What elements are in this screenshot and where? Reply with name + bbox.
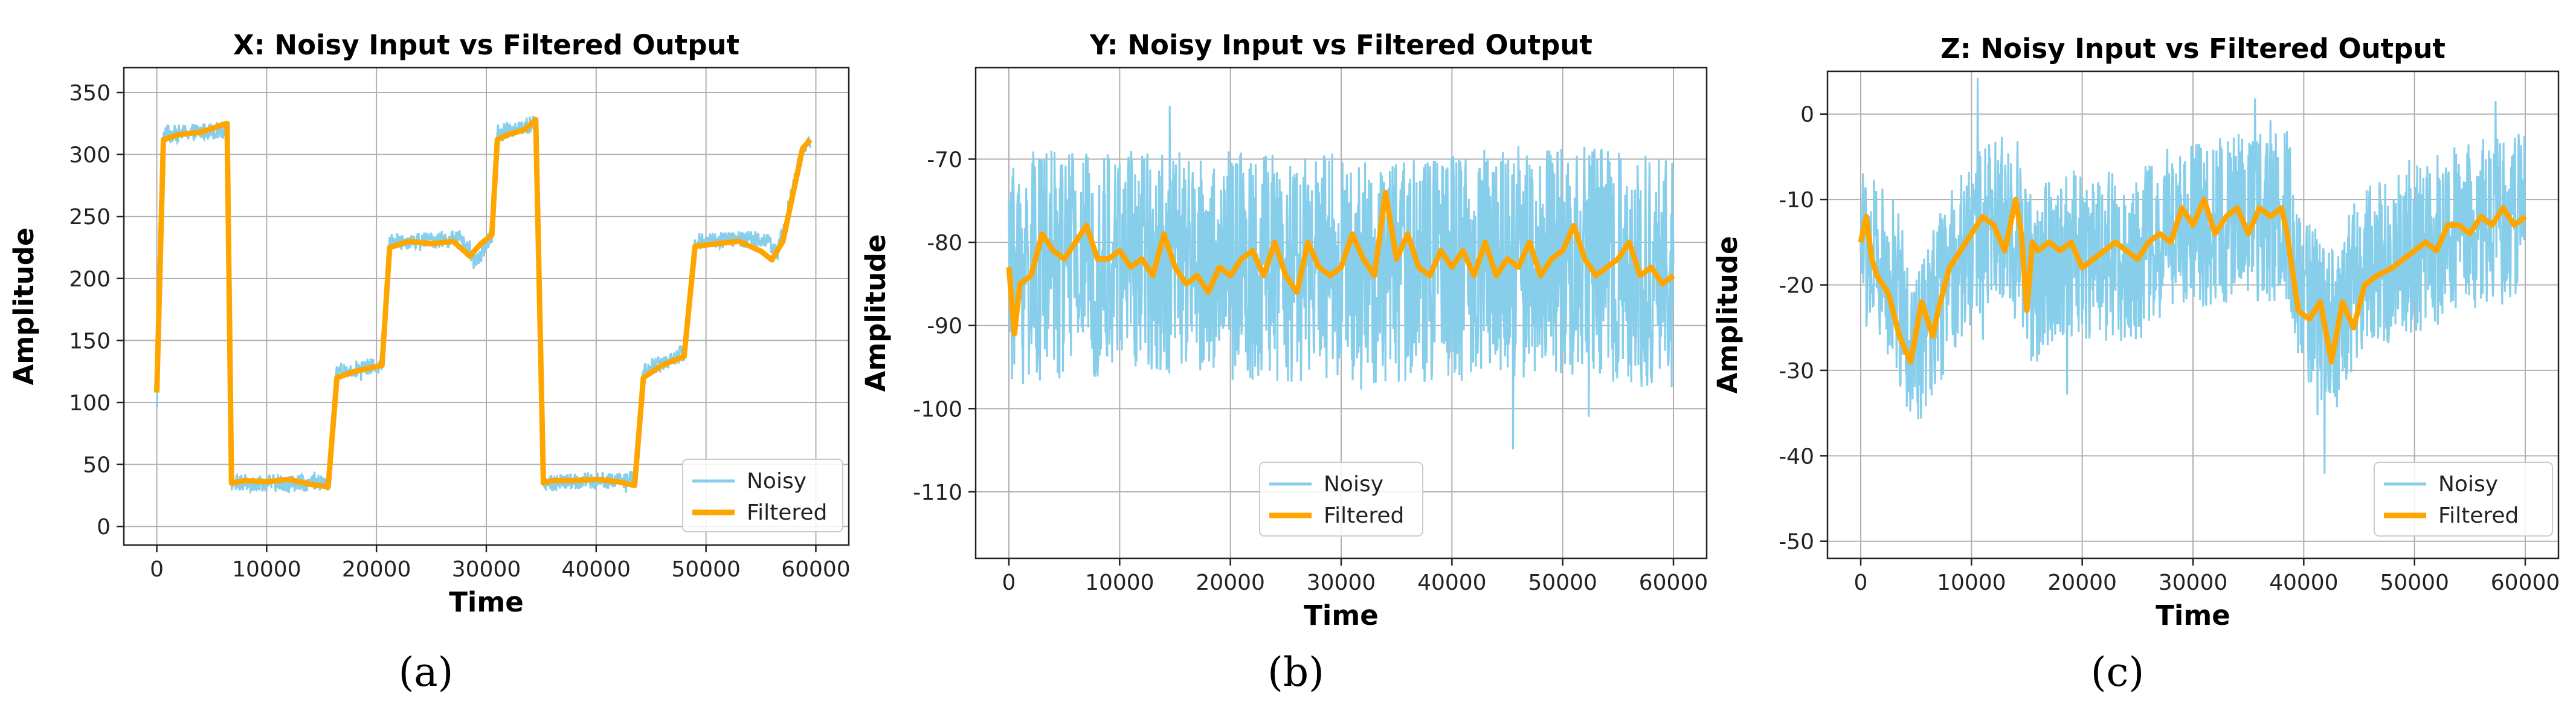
x-tick-label: 60000 bbox=[781, 557, 851, 582]
x-tick-label: 10000 bbox=[1937, 570, 2006, 595]
x-tick-label: 10000 bbox=[232, 557, 301, 582]
x-tick-label: 0 bbox=[1002, 570, 1016, 595]
x-tick-label: 0 bbox=[1854, 570, 1868, 595]
subfigure-caption: (b) bbox=[1267, 649, 1324, 695]
y-tick-label: 250 bbox=[69, 205, 111, 230]
series-noisy-line bbox=[155, 115, 811, 495]
subfigure-caption: (c) bbox=[2091, 649, 2144, 695]
x-tick-label: 30000 bbox=[2159, 570, 2228, 595]
y-tick-label: 350 bbox=[69, 81, 111, 106]
y-tick-label: -100 bbox=[913, 397, 962, 422]
y-tick-label: 0 bbox=[1800, 103, 1814, 127]
x-tick-label: 50000 bbox=[2380, 570, 2449, 595]
y-axis-label: Amplitude bbox=[1711, 236, 1744, 393]
x-tick-label: 50000 bbox=[671, 557, 741, 582]
chart-title: X: Noisy Input vs Filtered Output bbox=[233, 29, 739, 61]
x-tick-label: 50000 bbox=[1528, 570, 1597, 595]
y-tick-label: -30 bbox=[1779, 359, 1814, 384]
x-tick-label: 40000 bbox=[2269, 570, 2339, 595]
series-filtered-line bbox=[154, 117, 813, 490]
x-tick-label: 0 bbox=[150, 557, 164, 582]
legend-label-noisy: Noisy bbox=[747, 469, 807, 494]
x-tick-label: 40000 bbox=[562, 557, 631, 582]
y-tick-label: 300 bbox=[69, 143, 111, 168]
y-tick-label: -70 bbox=[927, 147, 962, 172]
x-tick-label: 20000 bbox=[342, 557, 411, 582]
x-tick-label: 40000 bbox=[1417, 570, 1487, 595]
y-tick-label: -40 bbox=[1779, 444, 1814, 469]
y-axis-label: Amplitude bbox=[8, 227, 40, 385]
chart-panel-3: 0 10000 20000 30000 40000 50000 60000 -50 -40 -30… bbox=[1711, 33, 2560, 695]
y-tick-label: -20 bbox=[1779, 274, 1814, 299]
plot-area bbox=[154, 115, 813, 495]
y-tick-label: -80 bbox=[927, 231, 962, 256]
y-axis-label: Amplitude bbox=[860, 234, 892, 392]
chart-title: Z: Noisy Input vs Filtered Output bbox=[1940, 33, 2446, 65]
plot-area bbox=[1858, 77, 2527, 474]
y-tick-label: 200 bbox=[69, 267, 111, 292]
x-axis-label: Time bbox=[2156, 599, 2230, 631]
y-tick-label: -90 bbox=[927, 314, 962, 339]
subfigure-caption: (a) bbox=[399, 649, 454, 695]
x-axis-label: Time bbox=[1304, 599, 1379, 631]
y-tick-label: -10 bbox=[1779, 188, 1814, 213]
legend-label-noisy: Noisy bbox=[1324, 472, 1383, 497]
chart-title: Y: Noisy Input vs Filtered Output bbox=[1089, 29, 1592, 61]
legend-label-filtered: Filtered bbox=[1324, 503, 1404, 528]
series-noisy-line bbox=[1008, 106, 1675, 450]
plot-area bbox=[1006, 106, 1675, 450]
chart-panel-1: 0 10000 20000 30000 40000 50000 60000 0 50 100 150… bbox=[8, 29, 851, 695]
legend: Noisy Filtered bbox=[2374, 462, 2553, 537]
x-tick-label: 10000 bbox=[1085, 570, 1154, 595]
y-tick-label: 50 bbox=[83, 453, 111, 478]
x-tick-label: 20000 bbox=[1196, 570, 1265, 595]
x-axis-label: Time bbox=[449, 586, 524, 618]
x-tick-label: 30000 bbox=[1307, 570, 1376, 595]
y-tick-label: -110 bbox=[913, 480, 962, 505]
y-tick-label: 0 bbox=[97, 515, 111, 540]
y-tick-label: 150 bbox=[69, 329, 111, 353]
x-tick-label: 60000 bbox=[1639, 570, 1708, 595]
series-filtered-line bbox=[1006, 189, 1675, 337]
legend-label-filtered: Filtered bbox=[747, 500, 827, 525]
legend-label-filtered: Filtered bbox=[2438, 503, 2519, 528]
series-filtered-line bbox=[1858, 196, 2527, 365]
x-tick-label: 20000 bbox=[2047, 570, 2117, 595]
y-tick-label: -50 bbox=[1779, 530, 1814, 555]
legend: Noisy Filtered bbox=[682, 459, 843, 532]
legend: Noisy Filtered bbox=[1259, 462, 1423, 537]
x-tick-label: 60000 bbox=[2491, 570, 2560, 595]
y-tick-label: 100 bbox=[69, 391, 111, 416]
legend-label-noisy: Noisy bbox=[2438, 472, 2498, 497]
x-tick-label: 30000 bbox=[452, 557, 521, 582]
chart-panel-2: 0 10000 20000 30000 40000 50000 60000 -110 -100 -… bbox=[860, 29, 1708, 695]
series-noisy-line bbox=[1860, 77, 2526, 474]
